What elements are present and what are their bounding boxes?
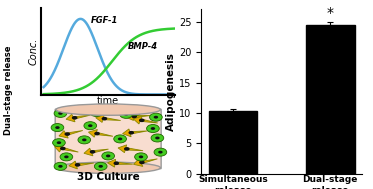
X-axis label: time: time [97,96,119,106]
Polygon shape [96,115,120,122]
Ellipse shape [55,126,60,129]
Ellipse shape [154,148,167,156]
Polygon shape [118,145,143,153]
Ellipse shape [133,110,137,113]
Ellipse shape [64,155,69,158]
Ellipse shape [139,155,143,158]
Ellipse shape [139,119,145,122]
Bar [209,111,257,174]
Ellipse shape [84,122,97,130]
Ellipse shape [51,124,64,132]
Text: FGF-1: FGF-1 [91,16,118,25]
Ellipse shape [150,113,162,121]
Ellipse shape [90,108,103,116]
Ellipse shape [53,139,65,147]
Ellipse shape [58,112,63,115]
Ellipse shape [139,161,145,164]
Ellipse shape [101,117,107,120]
Polygon shape [84,148,109,156]
Ellipse shape [88,124,93,127]
FancyBboxPatch shape [55,109,161,169]
Ellipse shape [75,163,81,167]
Polygon shape [125,113,151,120]
Text: Dual-stage release: Dual-stage release [4,46,13,136]
Ellipse shape [114,135,126,143]
Polygon shape [88,129,113,137]
Y-axis label: Adipogenesis: Adipogenesis [166,52,176,131]
Text: BMP-4: BMP-4 [128,42,159,51]
Ellipse shape [128,131,134,135]
Ellipse shape [54,162,67,170]
Ellipse shape [118,138,122,140]
Ellipse shape [124,113,128,116]
Ellipse shape [155,136,160,139]
Ellipse shape [82,138,87,141]
Ellipse shape [78,136,91,144]
Polygon shape [123,129,147,137]
Ellipse shape [57,141,61,144]
Ellipse shape [56,162,160,174]
Ellipse shape [131,115,137,118]
Polygon shape [134,159,157,167]
Polygon shape [66,114,91,122]
Ellipse shape [154,116,158,119]
Ellipse shape [98,165,103,168]
Ellipse shape [106,155,110,157]
Ellipse shape [60,147,66,150]
Ellipse shape [151,127,155,130]
Polygon shape [54,144,78,152]
Polygon shape [59,130,83,138]
Polygon shape [107,159,133,167]
Ellipse shape [54,109,67,117]
Ellipse shape [56,104,160,115]
Ellipse shape [120,110,132,118]
Text: *: * [327,6,334,20]
Ellipse shape [129,108,141,115]
Ellipse shape [90,150,95,154]
Ellipse shape [124,147,130,151]
Ellipse shape [65,132,70,136]
Bar [306,25,354,174]
Y-axis label: Conc.: Conc. [28,37,38,65]
Ellipse shape [102,152,115,160]
Ellipse shape [94,162,107,170]
Ellipse shape [94,111,98,114]
Ellipse shape [113,161,119,165]
Ellipse shape [58,165,63,168]
Ellipse shape [151,134,164,142]
Ellipse shape [72,116,78,120]
Ellipse shape [158,151,163,153]
Ellipse shape [94,132,100,135]
Ellipse shape [147,125,159,132]
Ellipse shape [60,153,73,161]
Ellipse shape [135,153,147,161]
Polygon shape [69,161,94,169]
Text: 3D Culture: 3D Culture [77,172,140,182]
Polygon shape [133,116,158,124]
